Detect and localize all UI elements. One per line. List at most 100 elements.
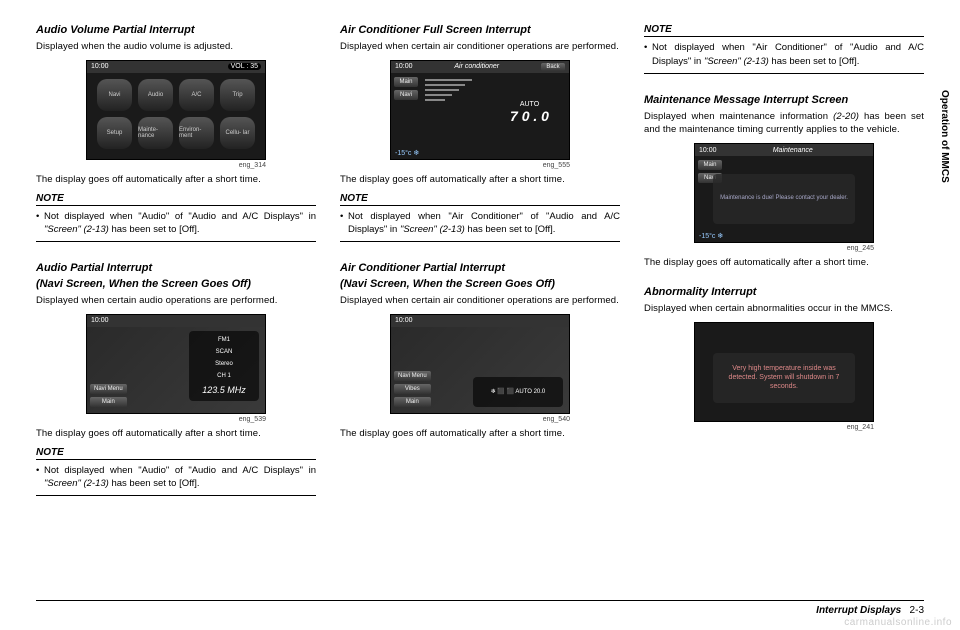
note-ref: "Screen" (2-13) — [704, 56, 769, 67]
ss-btn: Mainte- nance — [138, 117, 173, 149]
heading-abnormality: Abnormality Interrupt — [644, 286, 924, 298]
note-heading: NOTE — [340, 193, 620, 206]
ss-btn: Navi — [97, 79, 132, 111]
column-3: NOTE Not displayed when "Air Conditioner… — [644, 24, 924, 506]
ss-tabs: Main Navi — [394, 77, 418, 100]
caption: eng_540 — [390, 416, 570, 423]
note-ref: "Screen" (2-13) — [44, 224, 109, 235]
ss-outside-temp: -15°c ❄ — [395, 149, 419, 157]
ss-title: Maintenance — [717, 147, 869, 154]
heading-maintenance: Maintenance Message Interrupt Screen — [644, 94, 924, 106]
caption: eng_555 — [390, 162, 570, 169]
desc: The display goes off automatically after… — [36, 173, 316, 187]
ss-text: Stereo — [215, 361, 233, 367]
column-2: Air Conditioner Full Screen Interrupt Di… — [340, 24, 620, 506]
desc: Displayed when certain audio operations … — [36, 294, 316, 308]
page-content: Audio Volume Partial Interrupt Displayed… — [0, 0, 960, 506]
ss-outside-temp: -15°c ❄ — [699, 232, 723, 240]
note-list: Not displayed when "Air Conditioner" of … — [340, 210, 620, 238]
heading-audio-volume: Audio Volume Partial Interrupt — [36, 24, 316, 36]
ss-btn: Audio — [138, 79, 173, 111]
divider — [644, 73, 924, 74]
screenshot-audio-volume: 10:00VOL : 35 Navi Audio A/C Trip Setup … — [86, 60, 266, 160]
desc: Displayed when certain air conditioner o… — [340, 294, 620, 308]
note-list: Not displayed when "Audio" of "Audio and… — [36, 464, 316, 492]
ref: (2-20) — [833, 111, 859, 122]
footer-page: 2-3 — [910, 605, 924, 616]
ss-text: CH 1 — [217, 373, 231, 379]
note-text: has been set to [Off]. — [109, 224, 200, 235]
ss-tab: Navi — [394, 90, 418, 100]
ss-message: Maintenance is due! Please contact your … — [713, 174, 855, 224]
desc: Displayed when certain air conditioner o… — [340, 40, 620, 54]
note-text: has been set to [Off]. — [109, 478, 200, 489]
ss-ac-area: AUTO 7 0 . 0 — [421, 73, 563, 153]
desc: Displayed when the audio volume is adjus… — [36, 40, 316, 54]
ss-btn: Setup — [97, 117, 132, 149]
watermark: carmanualsonline.info — [844, 617, 952, 628]
text: Displayed when maintenance information — [644, 111, 833, 122]
desc: The display goes off automatically after… — [36, 427, 316, 441]
divider — [340, 241, 620, 242]
ss-btn: Cellu- lar — [220, 117, 255, 149]
ss-tab: Main — [90, 397, 127, 407]
ss-btn: Environ- ment — [179, 117, 214, 149]
note-text: has been set to [Off]. — [465, 224, 556, 235]
ss-time: 10:00 — [91, 317, 109, 324]
ss-tab: Vibes — [394, 384, 431, 394]
subheading: (Navi Screen, When the Screen Goes Off) — [340, 278, 620, 290]
ss-title: Air conditioner — [413, 63, 541, 70]
desc: Displayed when certain abnormalities occ… — [644, 302, 924, 316]
ss-error-message: Very high temperature inside was detecte… — [713, 353, 855, 403]
note-ref: "Screen" (2-13) — [44, 478, 109, 489]
ss-tab: Main — [698, 160, 722, 170]
heading-ac-partial: Air Conditioner Partial Interrupt — [340, 262, 620, 274]
ss-tab: Navi Menu — [90, 384, 127, 394]
ss-audio-panel: FM1 SCAN Stereo CH 1 123.5 MHz — [189, 331, 259, 401]
screenshot-ac-partial: 10:00 Navi Menu Vibes Main ❄ ⬛ ⬛ AUTO 20… — [390, 314, 570, 414]
screenshot-abnormality: Very high temperature inside was detecte… — [694, 322, 874, 422]
screenshot-audio-partial: 10:00 Navi Menu Main FM1 SCAN Stereo CH … — [86, 314, 266, 414]
note-list: Not displayed when "Audio" of "Audio and… — [36, 210, 316, 238]
ss-ac-panel: ❄ ⬛ ⬛ AUTO 20.0 — [473, 377, 563, 407]
ss-btn: A/C — [179, 79, 214, 111]
page-footer: Interrupt Displays 2-3 — [36, 600, 924, 616]
ss-text: AUTO — [520, 101, 539, 108]
side-tab: Operation of MMCS — [939, 90, 950, 183]
footer-section: Interrupt Displays — [816, 605, 901, 616]
ss-volume: VOL : 35 — [228, 63, 261, 70]
ss-text: SCAN — [216, 349, 233, 355]
heading-ac-full: Air Conditioner Full Screen Interrupt — [340, 24, 620, 36]
note-ref: "Screen" (2-13) — [400, 224, 465, 235]
ss-text: 123.5 MHz — [202, 385, 246, 395]
subheading: (Navi Screen, When the Screen Goes Off) — [36, 278, 316, 290]
ss-temp: 7 0 . 0 — [510, 108, 549, 124]
ss-tabs: Navi Menu Main — [90, 384, 127, 407]
desc: The display goes off automatically after… — [340, 427, 620, 441]
caption: eng_241 — [694, 424, 874, 431]
caption: eng_314 — [86, 162, 266, 169]
note-heading: NOTE — [644, 24, 924, 37]
ss-btn: Trip — [220, 79, 255, 111]
ss-back: Back — [541, 63, 565, 71]
ss-time: 10:00 — [395, 63, 413, 70]
divider — [36, 495, 316, 496]
screenshot-ac-full: 10:00Air conditionerBack Main Navi AUTO … — [390, 60, 570, 160]
heading-audio-partial: Audio Partial Interrupt — [36, 262, 316, 274]
caption: eng_539 — [86, 416, 266, 423]
ss-tab: Main — [394, 77, 418, 87]
ss-tab: Navi Menu — [394, 371, 431, 381]
divider — [36, 241, 316, 242]
note-list: Not displayed when "Air Conditioner" of … — [644, 41, 924, 69]
column-1: Audio Volume Partial Interrupt Displayed… — [36, 24, 316, 506]
note-heading: NOTE — [36, 447, 316, 460]
note-heading: NOTE — [36, 193, 316, 206]
ss-text: FM1 — [218, 337, 230, 343]
note-text: Not displayed when "Audio" of "Audio and… — [44, 211, 316, 222]
caption: eng_245 — [694, 245, 874, 252]
note-text: Not displayed when "Audio" of "Audio and… — [44, 465, 316, 476]
ss-time: 10:00 — [699, 147, 717, 154]
ss-time: 10:00 — [91, 63, 109, 70]
desc: The display goes off automatically after… — [340, 173, 620, 187]
ss-time: 10:00 — [395, 317, 413, 324]
